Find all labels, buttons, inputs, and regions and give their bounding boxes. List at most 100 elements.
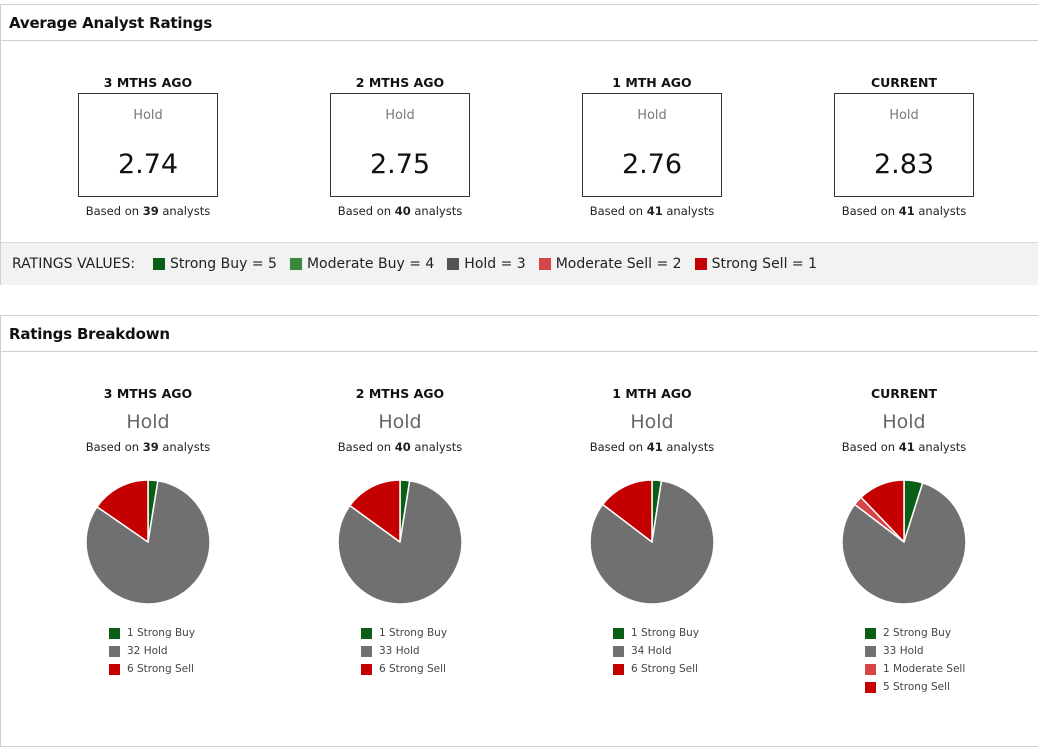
pie-legend-item-moderate-sell: 1 Moderate Sell	[865, 660, 1004, 678]
based-on-text: Based on 40 analysts	[300, 204, 500, 218]
score-box: Hold 2.83	[834, 93, 974, 197]
legend-label: Hold = 3	[464, 256, 526, 272]
pie-legend-item-strong-sell: 6 Strong Sell	[613, 660, 752, 678]
pie-legend-item-strong-buy: 2 Strong Buy	[865, 624, 1004, 642]
based-prefix: Based on	[337, 440, 392, 454]
based-suffix: analysts	[666, 204, 715, 218]
strong-buy-swatch-icon	[865, 627, 876, 639]
panel-header: Ratings Breakdown	[1, 316, 1038, 352]
pie-svg	[337, 479, 463, 605]
rating-label: Hold	[385, 108, 415, 123]
based-on-text: Based on 40 analysts	[300, 440, 500, 454]
based-on-text: Based on 41 analysts	[804, 440, 1004, 454]
hold-swatch-icon	[865, 645, 876, 657]
rating-score: 2.76	[621, 149, 683, 180]
pie-chart	[300, 474, 500, 614]
consensus-rating: Hold	[126, 411, 170, 433]
pie-legend-label: 5 Strong Sell	[883, 681, 950, 693]
pie-legend-label: 1 Strong Buy	[379, 627, 448, 639]
score-box: Hold 2.74	[78, 93, 218, 197]
analyst-count: 39	[142, 440, 159, 454]
pie-legend-item-hold: 32 Hold	[109, 642, 248, 660]
pie-legend-item-strong-buy: 1 Strong Buy	[109, 624, 248, 642]
strong-sell-swatch-icon	[109, 663, 120, 675]
pie-legend-label: 1 Strong Buy	[631, 627, 700, 639]
pie-legend-label: 33 Hold	[883, 645, 924, 657]
legend-label: Moderate Buy = 4	[306, 256, 435, 272]
pie-slice-strong-sell[interactable]	[601, 479, 653, 543]
based-prefix: Based on	[841, 440, 896, 454]
legend-label: Strong Buy = 5	[170, 256, 277, 272]
legend-item-strong-buy: Strong Buy = 5	[153, 256, 277, 272]
ratings-values-legend: RATINGS VALUES: Strong Buy = 5 Moderate …	[1, 242, 1038, 285]
based-prefix: Based on	[589, 440, 644, 454]
pie-legend-label: 34 Hold	[631, 645, 672, 657]
pie-slice-strong-sell[interactable]	[860, 479, 905, 543]
analyst-count: 39	[142, 204, 159, 218]
hold-swatch-icon	[361, 645, 372, 657]
based-on-text: Based on 41 analysts	[552, 440, 752, 454]
rating-score: 2.74	[117, 149, 179, 180]
pie-legend-label: 33 Hold	[379, 645, 420, 657]
pie-legend-item-strong-sell: 6 Strong Sell	[361, 660, 500, 678]
based-suffix: analysts	[162, 204, 211, 218]
pie-legend-label: 6 Strong Sell	[379, 663, 446, 675]
hold-swatch-icon	[613, 645, 624, 657]
consensus-rating: Hold	[378, 411, 422, 433]
average-analyst-ratings-panel: Average Analyst Ratings 3 MTHS AGO Hold …	[0, 4, 1038, 285]
pie-legend-label: 6 Strong Sell	[127, 663, 194, 675]
strong-buy-swatch-icon	[153, 258, 166, 270]
ratings-values-title: RATINGS VALUES:	[12, 256, 136, 272]
legend-label: Moderate Sell = 2	[555, 256, 682, 272]
based-prefix: Based on	[85, 440, 140, 454]
based-on-text: Based on 41 analysts	[552, 204, 752, 218]
avg-rating-card: 2 MTHS AGO Hold 2.75 Based on 40 analyst…	[300, 75, 500, 218]
based-on-text: Based on 41 analysts	[804, 204, 1004, 218]
pie-svg	[589, 479, 715, 605]
pie-svg	[841, 479, 967, 605]
pie-legend-label: 6 Strong Sell	[631, 663, 698, 675]
strong-sell-swatch-icon	[613, 663, 624, 675]
analyst-count: 41	[898, 440, 915, 454]
based-prefix: Based on	[841, 204, 896, 218]
ratings-breakdown-panel: Ratings Breakdown 3 MTHS AGO Hold Based …	[0, 315, 1038, 747]
period-label: 2 MTHS AGO	[355, 386, 445, 401]
pie-legend-item-strong-buy: 1 Strong Buy	[361, 624, 500, 642]
strong-sell-swatch-icon	[694, 258, 707, 270]
based-suffix: analysts	[162, 440, 211, 454]
legend-item-moderate-sell: Moderate Sell = 2	[538, 256, 682, 272]
strong-sell-swatch-icon	[361, 663, 372, 675]
legend-item-moderate-buy: Moderate Buy = 4	[289, 256, 435, 272]
pie-slice-strong-sell[interactable]	[96, 479, 149, 543]
based-suffix: analysts	[414, 440, 463, 454]
rating-label: Hold	[133, 108, 163, 123]
consensus-rating: Hold	[630, 411, 674, 433]
pie-slice-strong-sell[interactable]	[349, 479, 401, 543]
analyst-count: 40	[394, 440, 411, 454]
avg-rating-card: 1 MTH AGO Hold 2.76 Based on 41 analysts	[552, 75, 752, 218]
pie-chart	[804, 474, 1004, 614]
hold-swatch-icon	[109, 645, 120, 657]
legend-item-hold: Hold = 3	[447, 256, 526, 272]
rating-label: Hold	[637, 108, 667, 123]
pie-legend: 1 Strong Buy 34 Hold 6 Strong Sell	[552, 624, 752, 678]
pie-svg	[85, 479, 211, 605]
period-label: CURRENT	[870, 75, 938, 90]
breakdown-column: 2 MTHS AGO Hold Based on 40 analysts 1 S…	[300, 386, 500, 678]
pie-slice-hold[interactable]	[841, 482, 967, 605]
moderate-sell-swatch-icon	[865, 663, 876, 675]
strong-buy-swatch-icon	[613, 627, 624, 639]
pie-legend-item-strong-sell: 6 Strong Sell	[109, 660, 248, 678]
strong-buy-swatch-icon	[109, 627, 120, 639]
legend-item-strong-sell: Strong Sell = 1	[694, 256, 817, 272]
pie-legend-label: 1 Moderate Sell	[883, 663, 966, 675]
breakdown-column: 1 MTH AGO Hold Based on 41 analysts 1 St…	[552, 386, 752, 678]
based-on-text: Based on 39 analysts	[48, 440, 248, 454]
pie-legend: 1 Strong Buy 33 Hold 6 Strong Sell	[300, 624, 500, 678]
panel-header: Average Analyst Ratings	[1, 5, 1038, 41]
period-label: 3 MTHS AGO	[103, 386, 193, 401]
pie-chart	[48, 474, 248, 614]
pie-legend-label: 2 Strong Buy	[883, 627, 952, 639]
breakdown-column: CURRENT Hold Based on 41 analysts 2 Stro…	[804, 386, 1004, 696]
pie-legend-label: 1 Strong Buy	[127, 627, 196, 639]
